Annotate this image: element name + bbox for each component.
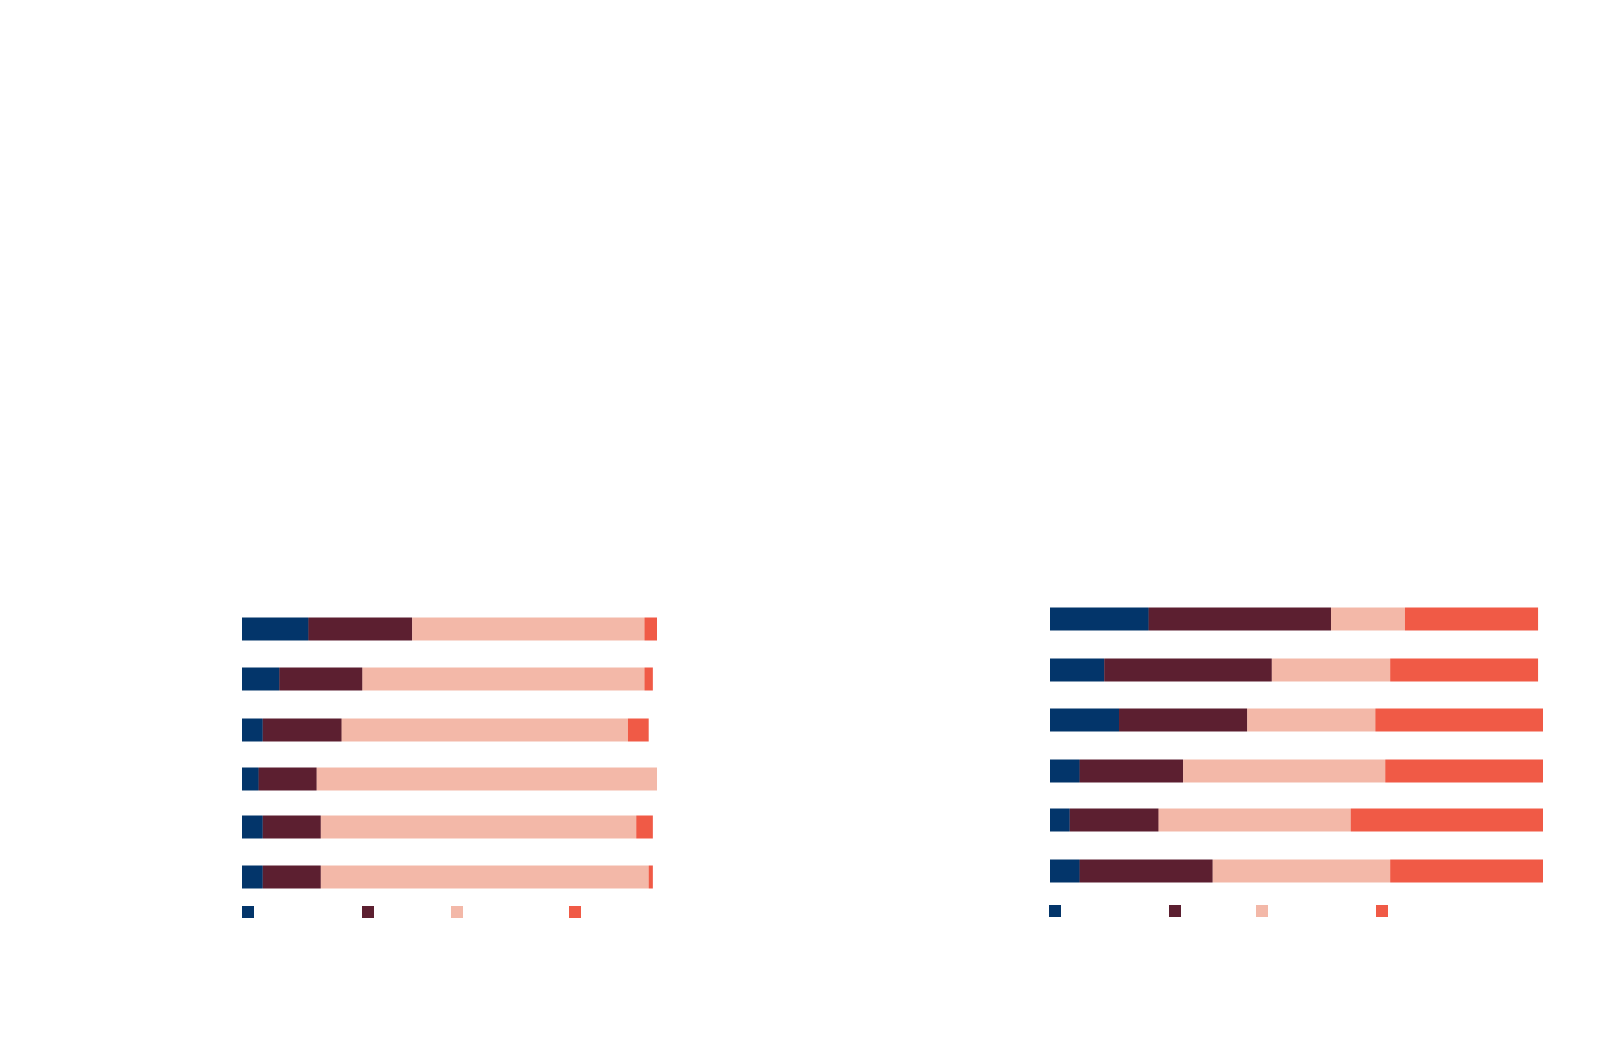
bar-segment	[1390, 859, 1543, 883]
bar-segment	[1183, 759, 1386, 783]
bar-segment	[308, 617, 413, 641]
legend-swatch	[569, 906, 581, 918]
bar-segment	[1050, 759, 1080, 783]
bar-segment	[1050, 708, 1120, 732]
legend-swatch	[1169, 905, 1181, 917]
bar-segment	[1104, 658, 1272, 682]
legend-swatch	[1256, 905, 1268, 917]
bar-segment	[242, 815, 263, 839]
bar-segment	[262, 718, 342, 742]
legend-swatch	[242, 906, 254, 918]
bar-segment	[262, 815, 321, 839]
bar-segment	[1404, 607, 1539, 631]
bar-segment	[1050, 607, 1149, 631]
legend-swatch	[1376, 905, 1388, 917]
bar-segment	[627, 718, 649, 742]
bar-segment	[412, 617, 645, 641]
bar-chart	[1049, 607, 1543, 917]
bar-segment	[242, 767, 259, 791]
bar-segment	[1079, 759, 1184, 783]
bar-segment	[1350, 808, 1543, 832]
bar-segment	[242, 617, 309, 641]
legend-swatch	[1049, 905, 1061, 917]
bar-segment	[636, 815, 653, 839]
bar-segment	[341, 718, 628, 742]
legend-swatch	[451, 906, 463, 918]
bar-segment	[1212, 859, 1391, 883]
bar-segment	[644, 617, 657, 641]
legend-swatch	[362, 906, 374, 918]
bar-segment	[316, 767, 657, 791]
bar-segment	[242, 718, 263, 742]
bar-segment	[1119, 708, 1248, 732]
bar-segment	[1148, 607, 1332, 631]
bar-segment	[648, 865, 653, 889]
bar-segment	[262, 865, 321, 889]
bar-segment	[362, 667, 645, 691]
bar-segment	[258, 767, 317, 791]
bar-segment	[1385, 759, 1543, 783]
bar-segment	[242, 865, 263, 889]
bar-segment	[644, 667, 653, 691]
bar-segment	[1069, 808, 1159, 832]
bar-segment	[1158, 808, 1351, 832]
bar-segment	[1050, 808, 1070, 832]
bar-segment	[1390, 658, 1539, 682]
bar-segment	[1375, 708, 1543, 732]
bar-segment	[1247, 708, 1376, 732]
bar-segment	[242, 667, 280, 691]
bar-chart	[242, 617, 657, 918]
bar-segment	[1050, 658, 1105, 682]
bar-segment	[320, 865, 649, 889]
bar-segment	[1271, 658, 1391, 682]
bar-segment	[1050, 859, 1080, 883]
bar-segment	[1079, 859, 1213, 883]
bar-segment	[320, 815, 637, 839]
bar-segment	[279, 667, 363, 691]
bar-segment	[1331, 607, 1405, 631]
